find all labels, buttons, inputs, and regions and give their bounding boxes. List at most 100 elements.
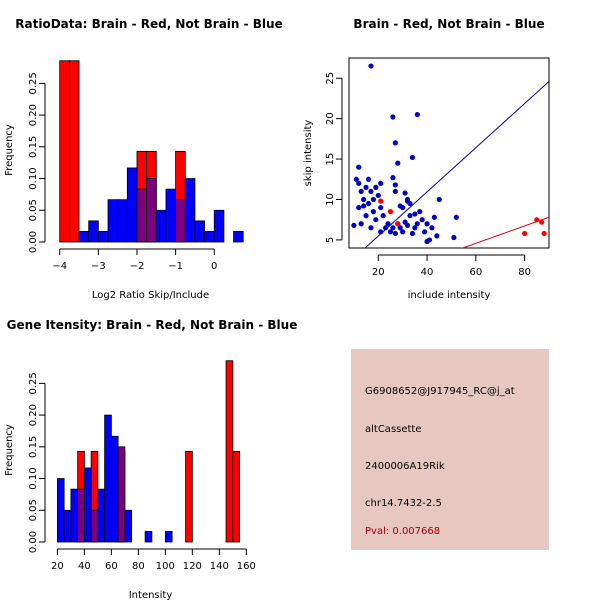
scatter-point-not-brain bbox=[356, 180, 362, 186]
scatter-point-not-brain bbox=[353, 176, 359, 182]
histogram-bar-not-brain bbox=[83, 467, 92, 543]
scatter-point-not-brain bbox=[370, 196, 376, 203]
scatter-point-not-brain bbox=[404, 222, 411, 228]
x-tick-label: 100 bbox=[156, 561, 175, 572]
y-tick-label: 0.00 bbox=[28, 231, 39, 253]
y-tick-label: 10 bbox=[325, 193, 336, 206]
probe-id: G6908652@J917945_RC@j_at bbox=[365, 386, 515, 397]
probe-info-panel: G6908652@J917945_RC@j_at altCassette 240… bbox=[351, 349, 549, 550]
scatter-point-not-brain bbox=[392, 230, 398, 237]
ratio-histogram: RatioData: Brain - Red, Not Brain - Blue… bbox=[4, 17, 283, 301]
chart-title: Gene Itensity: Brain - Red, Not Brain - … bbox=[7, 318, 298, 332]
y-tick-label: 0.15 bbox=[28, 136, 39, 158]
histogram-bar-overlap bbox=[77, 488, 85, 543]
x-tick-label: 80 bbox=[518, 267, 531, 278]
histogram-bar-brain bbox=[59, 60, 70, 243]
gene-intensity-histogram: Gene Itensity: Brain - Red, Not Brain - … bbox=[4, 318, 297, 600]
scatter-point-not-brain bbox=[402, 190, 408, 196]
scatter-point-not-brain bbox=[390, 225, 396, 231]
scatter-point-not-brain bbox=[431, 214, 437, 220]
scatter-point-not-brain bbox=[358, 188, 364, 195]
scatter-point-not-brain bbox=[380, 213, 386, 219]
scatter-point-not-brain bbox=[365, 176, 372, 182]
scatter-point-not-brain bbox=[385, 221, 391, 227]
histogram-bar-not-brain bbox=[165, 188, 177, 243]
plot-area bbox=[351, 63, 549, 248]
scatter-point-not-brain bbox=[378, 204, 384, 211]
y-tick-label: 0.20 bbox=[28, 104, 39, 126]
scatter-point-not-brain bbox=[373, 184, 379, 190]
y-tick-label: 15 bbox=[325, 153, 336, 166]
histogram-bar-not-brain bbox=[56, 478, 65, 543]
chart-title: Brain - Red, Not Brain - Blue bbox=[353, 17, 544, 31]
scatter-point-not-brain bbox=[417, 209, 423, 215]
histogram-bar-not-brain bbox=[124, 509, 133, 543]
scatter-point-not-brain bbox=[390, 114, 396, 120]
x-axis-label: include intensity bbox=[408, 290, 491, 301]
y-tick-label: 0.25 bbox=[28, 72, 39, 94]
histogram-bar-brain bbox=[232, 450, 240, 543]
y-axis-label: skip intensity bbox=[303, 120, 314, 187]
scatter-point-not-brain bbox=[429, 225, 435, 231]
event-type: altCassette bbox=[365, 424, 422, 435]
y-tick-label: 25 bbox=[325, 72, 336, 85]
regression-line-not-brain bbox=[364, 81, 549, 248]
scatter-point-not-brain bbox=[414, 111, 420, 118]
x-tick-label: 140 bbox=[210, 561, 229, 572]
scatter-point-not-brain bbox=[361, 196, 367, 203]
scatter-point-not-brain bbox=[392, 188, 398, 195]
histogram-bar-not-brain bbox=[70, 488, 79, 543]
scatter-point-not-brain bbox=[434, 233, 440, 239]
histogram-bar-brain bbox=[68, 60, 80, 243]
scatter-point-not-brain bbox=[373, 217, 379, 223]
scatter-point-not-brain bbox=[378, 180, 384, 186]
x-tick-label: 120 bbox=[183, 561, 202, 572]
histogram-bar-overlap bbox=[117, 446, 126, 543]
scatter-point-not-brain bbox=[409, 230, 416, 237]
intensity-scatter: Brain - Red, Not Brain - Blue include int… bbox=[303, 17, 550, 301]
x-tick-label: 60 bbox=[469, 267, 482, 278]
scatter-point-not-brain bbox=[387, 229, 394, 235]
scatter-point-not-brain bbox=[453, 214, 459, 220]
y-tick-label: 0.20 bbox=[28, 404, 39, 426]
scatter-point-not-brain bbox=[392, 182, 398, 188]
scatter-point-not-brain bbox=[368, 225, 374, 231]
scatter-point-not-brain bbox=[368, 63, 374, 69]
histogram-bar-not-brain bbox=[155, 209, 167, 243]
x-tick-label: 80 bbox=[132, 561, 145, 572]
histogram-bar-not-brain bbox=[213, 209, 225, 243]
scatter-point-not-brain bbox=[375, 192, 381, 199]
scatter-point-not-brain bbox=[400, 229, 406, 235]
scatter-point-not-brain bbox=[451, 234, 457, 241]
histogram-bar-not-brain bbox=[233, 231, 244, 243]
histogram-bar-not-brain bbox=[97, 231, 109, 243]
x-tick-label: 40 bbox=[78, 561, 91, 572]
scatter-point-not-brain bbox=[397, 225, 403, 231]
histogram-bar-not-brain bbox=[97, 488, 106, 543]
histogram-bar-not-brain bbox=[126, 167, 138, 243]
y-tick-label: 5 bbox=[325, 237, 336, 243]
scatter-point-not-brain bbox=[414, 221, 420, 227]
y-tick-label: 0.05 bbox=[28, 199, 39, 221]
scatter-point-not-brain bbox=[392, 140, 398, 146]
scatter-point-brain bbox=[395, 221, 401, 227]
x-tick-label: 0 bbox=[211, 261, 217, 272]
scatter-point-not-brain bbox=[358, 221, 364, 227]
scatter-point-brain bbox=[522, 230, 528, 237]
scatter-point-not-brain bbox=[424, 238, 430, 245]
histogram-bar-overlap bbox=[90, 509, 99, 543]
scatter-point-not-brain bbox=[390, 175, 396, 181]
x-tick-label: 40 bbox=[421, 267, 434, 278]
histogram-bar-not-brain bbox=[88, 220, 99, 243]
x-axis-label: Log2 Ratio Skip/Include bbox=[92, 290, 209, 301]
scatter-point-not-brain bbox=[378, 229, 384, 235]
scatter-point-not-brain bbox=[365, 200, 372, 207]
x-tick-label: 60 bbox=[105, 561, 118, 572]
p-value: Pval: 0.007668 bbox=[365, 526, 441, 537]
x-axis-label: Intensity bbox=[129, 590, 173, 600]
scatter-point-brain bbox=[534, 217, 540, 223]
histogram-bar-not-brain bbox=[164, 531, 173, 543]
scatter-point-brain bbox=[387, 209, 394, 215]
histogram-bar-not-brain bbox=[63, 509, 72, 543]
